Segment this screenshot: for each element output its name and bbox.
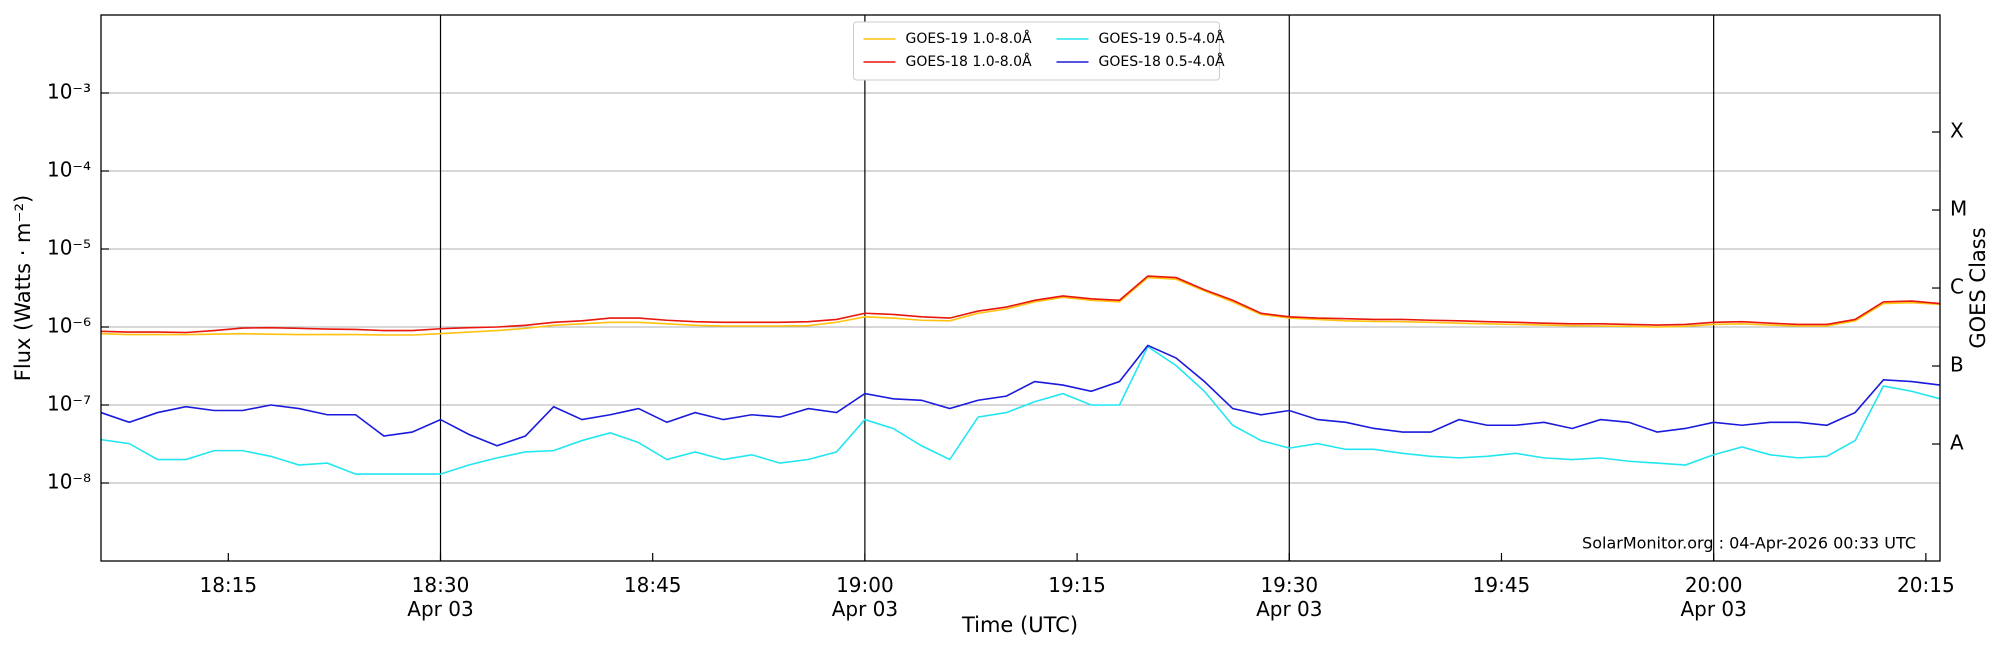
x-tick-label: 18:45 — [624, 573, 682, 597]
x-tick-label: 19:00 — [836, 573, 894, 597]
y2-tick-label: A — [1950, 431, 1964, 455]
y2-axis-label: GOES Class — [1966, 227, 1990, 348]
series-line — [100, 345, 1941, 475]
legend-label: GOES-19 1.0-8.0Å — [906, 30, 1032, 47]
series-line — [100, 275, 1941, 334]
series-line — [100, 344, 1941, 447]
x-tick-date: Apr 03 — [407, 597, 473, 621]
x-tick-date: Apr 03 — [832, 597, 898, 621]
y-tick-label: 10⁻⁴ — [47, 158, 91, 182]
x-tick-label: 20:00 — [1685, 573, 1743, 597]
plot-frame — [100, 14, 1941, 562]
legend-label: GOES-19 0.5-4.0Å — [1099, 30, 1225, 47]
x-tick-label: 19:45 — [1473, 573, 1531, 597]
y-tick-label: 10⁻⁶ — [47, 314, 91, 338]
series-line — [100, 276, 1941, 336]
legend-label: GOES-18 0.5-4.0Å — [1099, 53, 1225, 70]
y2-tick-label: X — [1950, 119, 1964, 143]
y-axis-label: Flux (Watts · m⁻²) — [11, 195, 35, 381]
x-axis-label: Time (UTC) — [961, 613, 1078, 637]
legend-label: GOES-18 1.0-8.0Å — [906, 53, 1032, 70]
x-tick-label: 18:30 — [412, 573, 470, 597]
y-tick-label: 10⁻⁵ — [47, 236, 91, 260]
legend-box — [853, 21, 1220, 81]
x-tick-label: 18:15 — [199, 573, 257, 597]
y-tick-label: 10⁻⁷ — [47, 392, 91, 416]
y-tick-label: 10⁻³ — [47, 80, 91, 104]
x-tick-date: Apr 03 — [1256, 597, 1322, 621]
y2-tick-label: C — [1950, 275, 1964, 299]
x-tick-label: 19:30 — [1260, 573, 1318, 597]
x-tick-date: Apr 03 — [1680, 597, 1746, 621]
y2-tick-label: M — [1950, 197, 1967, 221]
x-tick-label: 19:15 — [1048, 573, 1106, 597]
annotation: SolarMonitor.org : 04-Apr-2026 00:33 UTC — [1582, 534, 1916, 553]
y2-tick-label: B — [1950, 353, 1964, 377]
y-tick-label: 10⁻⁸ — [47, 470, 91, 494]
x-tick-label: 20:15 — [1897, 573, 1955, 597]
